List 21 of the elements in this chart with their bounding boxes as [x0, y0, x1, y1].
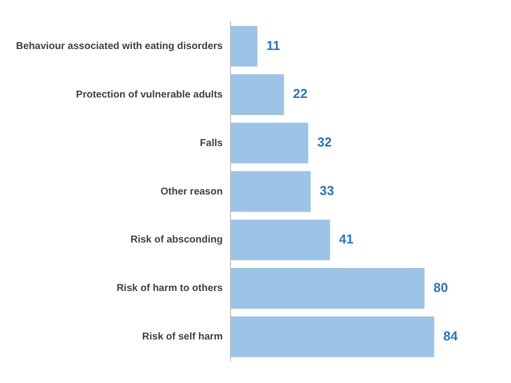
y-tick-label: Protection of vulnerable adults	[76, 89, 224, 100]
data-label: 41	[339, 232, 354, 247]
y-tick-label: Falls	[200, 138, 224, 149]
bar	[230, 122, 308, 164]
y-tick-label: Risk of harm to others	[116, 283, 224, 294]
bar	[230, 171, 311, 212]
data-label: 84	[443, 328, 458, 344]
y-tick-label: Other reason	[160, 186, 223, 198]
y-tick-label: Risk of absconding	[130, 234, 223, 246]
bar	[230, 268, 425, 309]
bar	[230, 74, 284, 115]
bar	[230, 220, 330, 260]
bar	[230, 26, 258, 67]
y-tick-label: Behaviour associated with eating disorders	[16, 40, 224, 52]
data-label: 11	[266, 38, 280, 53]
data-label: 80	[434, 280, 448, 295]
bar	[230, 316, 434, 358]
data-label: 22	[293, 86, 308, 102]
y-tick-label: Risk of self harm	[142, 332, 223, 343]
data-label: 32	[317, 134, 332, 150]
data-label: 33	[320, 183, 334, 198]
